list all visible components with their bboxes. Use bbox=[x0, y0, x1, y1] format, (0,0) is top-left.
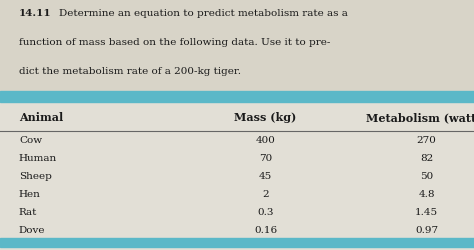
Text: dict the metabolism rate of a 200-kg tiger.: dict the metabolism rate of a 200-kg tig… bbox=[19, 66, 241, 75]
Text: 0.3: 0.3 bbox=[257, 207, 273, 216]
Text: Mass (kg): Mass (kg) bbox=[234, 112, 297, 122]
Text: function of mass based on the following data. Use it to pre-: function of mass based on the following … bbox=[19, 38, 330, 46]
Text: Animal: Animal bbox=[19, 112, 63, 122]
Text: 4.8: 4.8 bbox=[419, 189, 435, 198]
Text: 14.11: 14.11 bbox=[19, 9, 52, 18]
Text: Human: Human bbox=[19, 154, 57, 162]
Text: 400: 400 bbox=[255, 136, 275, 145]
Text: 45: 45 bbox=[259, 171, 272, 180]
Text: 50: 50 bbox=[420, 171, 433, 180]
Text: Hen: Hen bbox=[19, 189, 41, 198]
Text: 270: 270 bbox=[417, 136, 437, 145]
Text: 0.97: 0.97 bbox=[415, 224, 438, 234]
Text: Determine an equation to predict metabolism rate as a: Determine an equation to predict metabol… bbox=[59, 9, 348, 18]
Bar bbox=[0, 102, 474, 131]
Text: Rat: Rat bbox=[19, 207, 37, 216]
Bar bbox=[0, 238, 474, 248]
Text: Cow: Cow bbox=[19, 136, 42, 145]
Text: 2: 2 bbox=[262, 189, 269, 198]
Bar bbox=[0, 0, 474, 91]
Text: 1.45: 1.45 bbox=[415, 207, 438, 216]
Bar bbox=[0, 91, 474, 102]
Text: Sheep: Sheep bbox=[19, 171, 52, 180]
Text: 70: 70 bbox=[259, 154, 272, 162]
Text: Metabolism (watts): Metabolism (watts) bbox=[366, 112, 474, 122]
Text: Dove: Dove bbox=[19, 224, 46, 234]
Text: 82: 82 bbox=[420, 154, 433, 162]
Text: 0.16: 0.16 bbox=[254, 224, 277, 234]
Bar bbox=[0, 91, 474, 250]
